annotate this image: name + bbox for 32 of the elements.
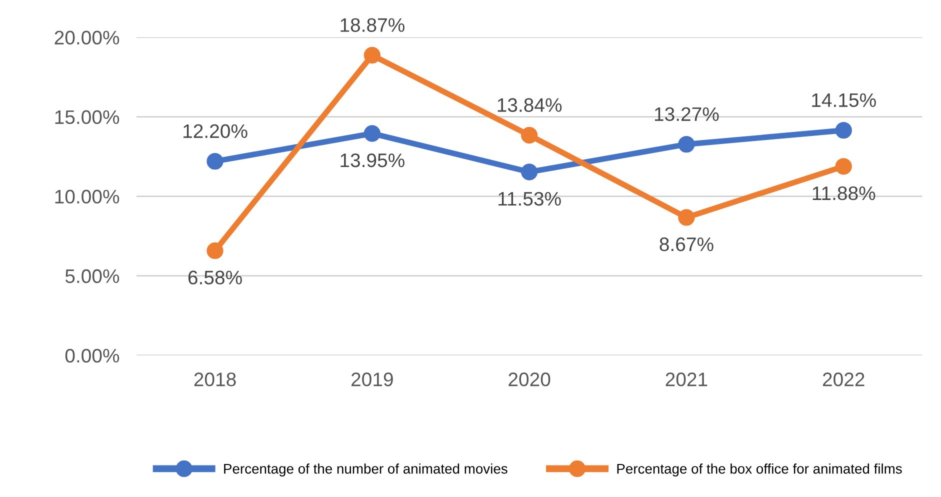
y-tick-label: 10.00%	[55, 190, 120, 204]
y-tick-label: 15.00%	[55, 110, 120, 124]
point	[678, 209, 695, 226]
x-tick-label: 2018	[194, 372, 236, 386]
point	[835, 122, 852, 139]
point	[206, 242, 224, 260]
data-label: 11.88%	[812, 186, 876, 200]
data-label: 14.15%	[812, 93, 876, 108]
point	[678, 136, 695, 153]
point	[520, 164, 538, 180]
data-label: 13.84%	[498, 98, 562, 112]
data-label: 12.20%	[184, 124, 248, 138]
point	[835, 158, 852, 175]
data-label: 8.67%	[660, 237, 714, 252]
data-label: 11.53%	[498, 192, 561, 206]
x-tick-label: 2020	[508, 372, 550, 386]
x-tick-label: 2019	[352, 372, 393, 386]
legend-label: Percentage of the number of animated movies	[224, 464, 508, 476]
y-tick-label: 5.00%	[65, 269, 120, 284]
data-label: 18.87%	[340, 18, 404, 32]
point	[520, 126, 538, 144]
point	[364, 125, 380, 142]
point	[364, 46, 380, 64]
legend-label: Percentage of the box office for animated films	[617, 464, 902, 476]
y-tick-label: 0.00%	[65, 348, 120, 363]
data-label: 6.58%	[188, 270, 242, 284]
y-tick-label: 20.00%	[54, 30, 120, 45]
data-label: 13.95%	[340, 153, 404, 168]
point	[206, 152, 224, 170]
data-label: 13.27%	[654, 107, 719, 122]
x-tick-label: 2021	[666, 372, 708, 386]
x-tick-label: 2022	[822, 372, 864, 386]
